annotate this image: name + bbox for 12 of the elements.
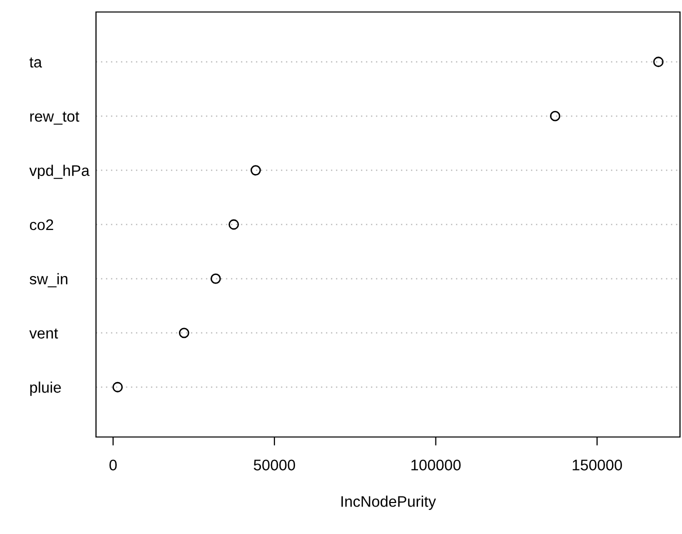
y-tick-label: vpd_hPa — [29, 164, 90, 179]
x-tick-label: 0 — [109, 460, 117, 470]
y-tick-label: pluie — [30, 382, 61, 396]
y-tick-label: co2 — [30, 219, 54, 230]
y-tick-label: ta — [30, 58, 42, 68]
y-tick-label: vent — [29, 328, 58, 339]
y-tick-label: rew_tot — [30, 112, 80, 125]
x-tick-label: 100000 — [411, 460, 461, 470]
x-tick-label: 50000 — [254, 460, 296, 470]
y-tick-label: sw_in — [30, 273, 68, 288]
x-tick-label: 150000 — [572, 460, 622, 470]
x-axis-title: IncNodePurity — [341, 496, 436, 510]
